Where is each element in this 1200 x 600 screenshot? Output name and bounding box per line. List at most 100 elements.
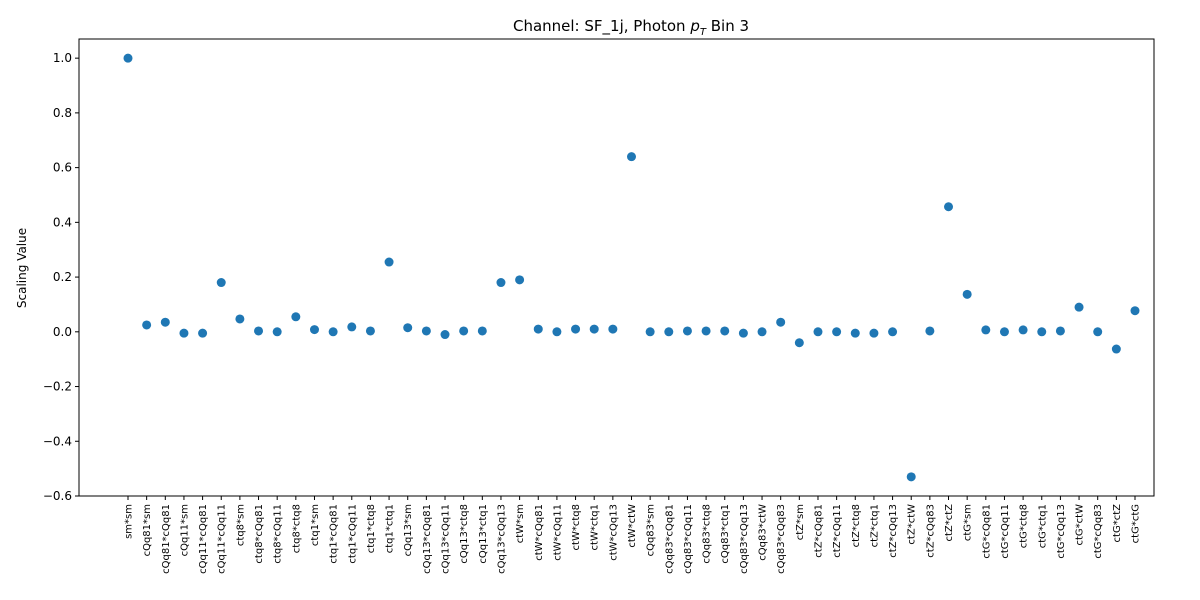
- y-tick-label: −0.2: [43, 380, 72, 394]
- data-point: [1130, 306, 1140, 316]
- x-tick-label: cQq11*cQq11: [217, 504, 228, 574]
- data-point: [1074, 302, 1084, 312]
- x-tick-label: ctW*cQq81: [534, 504, 545, 561]
- x-tick-label: ctZ*cQq81: [813, 504, 824, 558]
- data-point: [384, 257, 394, 267]
- x-tick-label: ctW*ctq8: [571, 504, 582, 550]
- x-tick-label: ctZ*cQq83: [925, 504, 936, 558]
- data-point: [235, 314, 245, 324]
- x-tick-label: ctG*cQq13: [1056, 504, 1067, 559]
- y-tick-label: 0.8: [53, 106, 72, 120]
- x-tick-label: ctG*ctZ: [1112, 504, 1123, 543]
- x-tick-label: ctW*ctW: [627, 504, 638, 548]
- x-tick-label: ctq8*ctq8: [291, 504, 302, 553]
- x-tick-label: ctW*cQq13: [608, 504, 619, 561]
- x-tick-label: ctq8*cQq81: [254, 504, 265, 564]
- data-point: [664, 327, 674, 337]
- data-point: [459, 326, 469, 336]
- x-tick-label: cQq83*cQq83: [776, 504, 787, 574]
- x-tick-label: cQq13*cQq11: [441, 504, 452, 574]
- data-point: [888, 327, 898, 337]
- data-point: [403, 323, 413, 333]
- title-suffix: Bin 3: [706, 17, 749, 35]
- x-tick-label: cQq83*sm: [646, 504, 657, 556]
- x-tick-label: cQq13*cQq13: [496, 504, 507, 574]
- data-point: [869, 328, 879, 338]
- chart-title: Channel: SF_1j, Photon pT Bin 3: [513, 17, 749, 38]
- data-point: [347, 322, 357, 332]
- x-tick-label: ctZ*cQq11: [832, 504, 843, 558]
- data-point: [421, 326, 431, 336]
- data-point: [291, 312, 301, 322]
- x-tick-label: cQq83*ctq8: [702, 504, 713, 564]
- x-tick-label: cQq83*ctW: [758, 504, 769, 561]
- x-tick-label: ctq1*ctq8: [366, 504, 377, 553]
- x-tick-label: ctq1*ctq1: [385, 504, 396, 553]
- data-point: [682, 326, 692, 336]
- data-point: [198, 328, 208, 338]
- data-point: [1018, 325, 1028, 335]
- x-tick-label: cQq83*cQq13: [739, 504, 750, 574]
- x-tick-label: ctG*ctq8: [1019, 504, 1030, 548]
- data-point: [720, 326, 730, 336]
- y-tick-label: 0.0: [53, 325, 72, 339]
- x-tick-label: ctZ*ctq8: [851, 504, 862, 547]
- x-tick-label: cQq81*sm: [142, 504, 153, 556]
- data-point: [944, 202, 954, 212]
- x-tick-label: ctq1*cQq11: [347, 504, 358, 564]
- y-axis-label: Scaling Value: [15, 228, 29, 308]
- data-point: [794, 338, 804, 348]
- data-point: [589, 324, 599, 334]
- data-point: [440, 330, 450, 340]
- y-tick-label: 1.0: [53, 51, 72, 65]
- data-point: [533, 324, 543, 334]
- x-tick-label: ctG*cQq11: [1000, 504, 1011, 559]
- data-points: [123, 53, 1140, 482]
- data-point: [216, 278, 226, 288]
- data-point: [757, 327, 767, 337]
- plot-frame: [78, 38, 1155, 497]
- data-point: [1037, 327, 1047, 337]
- data-point: [496, 278, 506, 288]
- x-tick-label: cQq11*cQq81: [198, 504, 209, 574]
- x-tick-label: ctZ*ctZ: [944, 504, 955, 542]
- x-tick-label: ctG*ctG: [1131, 504, 1142, 543]
- data-point: [160, 317, 170, 327]
- y-axis-ticks: −0.6 −0.4 −0.2 0.0 0.2 0.4 0.6 0.8 1.0: [43, 51, 79, 503]
- x-tick-label: cQq11*sm: [179, 504, 190, 556]
- x-tick-label: cQq13*ctq8: [459, 504, 470, 564]
- x-tick-label: cQq13*sm: [403, 504, 414, 556]
- x-tick-label: ctZ*cQq13: [888, 504, 899, 558]
- x-tick-label: ctG*ctq1: [1037, 504, 1048, 548]
- y-tick-label: −0.6: [43, 489, 72, 503]
- x-tick-label: ctG*cQq83: [1093, 504, 1104, 559]
- x-tick-label: ctq1*cQq81: [329, 504, 340, 564]
- x-tick-label: sm*sm: [124, 504, 135, 539]
- data-point: [925, 326, 935, 336]
- data-point: [999, 327, 1009, 337]
- x-tick-label: cQq83*cQq81: [664, 504, 675, 574]
- data-point: [254, 326, 264, 336]
- x-tick-label: ctG*cQq81: [981, 504, 992, 559]
- title-math-sub: T: [700, 27, 707, 38]
- x-tick-label: ctq8*cQq11: [273, 504, 284, 564]
- data-point: [123, 53, 133, 63]
- x-tick-label: ctG*ctW: [1075, 504, 1086, 546]
- data-point: [309, 325, 319, 335]
- x-tick-label: ctZ*ctW: [907, 504, 918, 545]
- data-point: [272, 327, 282, 337]
- x-tick-label: cQq13*cQq81: [422, 504, 433, 574]
- data-point: [328, 327, 338, 337]
- data-point: [1055, 326, 1065, 336]
- data-point: [981, 325, 991, 335]
- data-point: [365, 326, 375, 336]
- x-axis-ticks: sm*sm cQq81*sm cQq81*cQq81 cQq11*sm cQq11*cQ…: [124, 496, 1142, 574]
- data-point: [1093, 327, 1103, 337]
- data-point: [571, 324, 581, 334]
- data-point: [552, 327, 562, 337]
- data-point: [1111, 344, 1121, 354]
- x-tick-label: ctG*sm: [963, 504, 974, 541]
- x-tick-label: cQq81*cQq81: [161, 504, 172, 574]
- data-point: [645, 327, 655, 337]
